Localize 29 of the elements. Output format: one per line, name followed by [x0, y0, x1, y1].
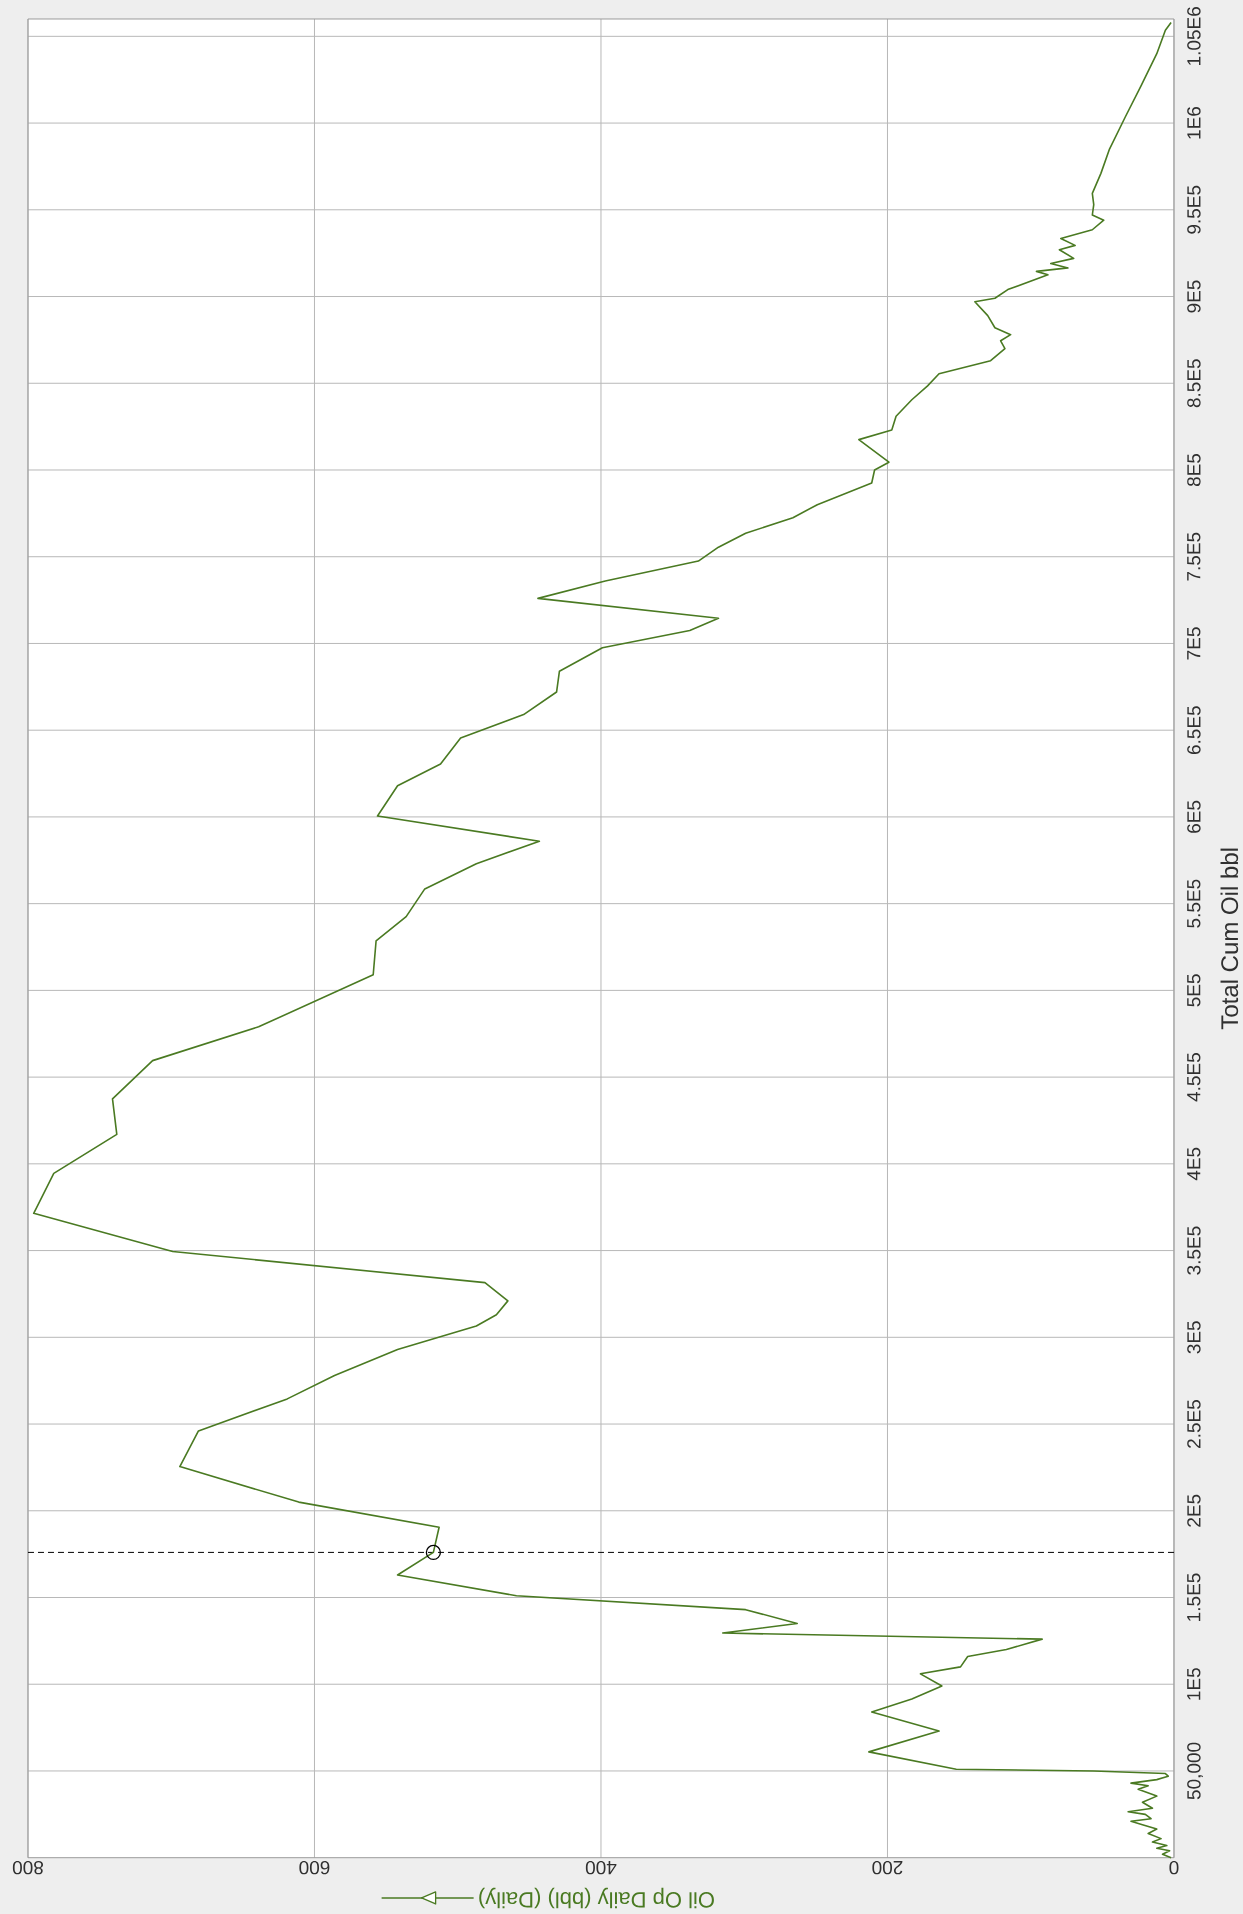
- y-tick-label: 1E5: [1187, 1668, 1201, 1700]
- y-tick-label: 3E5: [1187, 1321, 1201, 1354]
- y-tick-label: 5E5: [1187, 974, 1201, 1007]
- y-tick-label: 6E5: [1187, 800, 1201, 833]
- x-tick-label: 0: [1169, 1860, 1179, 1875]
- y-tick-label: 8E5: [1187, 453, 1201, 487]
- y-tick-label: 5.5E5: [1187, 879, 1201, 928]
- y-tick-label: 9E5: [1187, 280, 1201, 313]
- y-tick-label: 1E6: [1187, 107, 1201, 139]
- x-tick-label: 400: [585, 1860, 617, 1875]
- legend-label: Oil Op Daily (bbl) (Daily): [479, 1887, 714, 1909]
- y-tick-label: 1.5E5: [1187, 1573, 1201, 1621]
- y-tick-label: 3.5E5: [1187, 1226, 1201, 1275]
- y-tick-label: 50,000: [1187, 1742, 1203, 1800]
- y-axis-title: Total Cum Oil bbl: [1220, 848, 1239, 1030]
- y-tick-label: 8.5E5: [1187, 359, 1201, 408]
- x-tick-label: 200: [872, 1860, 903, 1875]
- y-tick-label: 7.5E5: [1187, 532, 1201, 581]
- y-tick-label: 7E5: [1187, 627, 1201, 660]
- y-tick-label: 4E5: [1187, 1147, 1201, 1181]
- y-tick-label: 2.5E5: [1187, 1400, 1201, 1448]
- y-tick-label: 4.5E5: [1187, 1053, 1201, 1102]
- x-tick-label: 600: [299, 1860, 330, 1875]
- y-tick-label: 2E5: [1187, 1494, 1201, 1527]
- y-tick-label: 1.05E6: [1187, 7, 1201, 65]
- line-series: [32, 21, 1172, 1859]
- x-tick-label: 800: [12, 1860, 44, 1875]
- y-tick-label: 9.5E5: [1187, 185, 1201, 234]
- y-tick-label: 6.5E5: [1187, 706, 1201, 755]
